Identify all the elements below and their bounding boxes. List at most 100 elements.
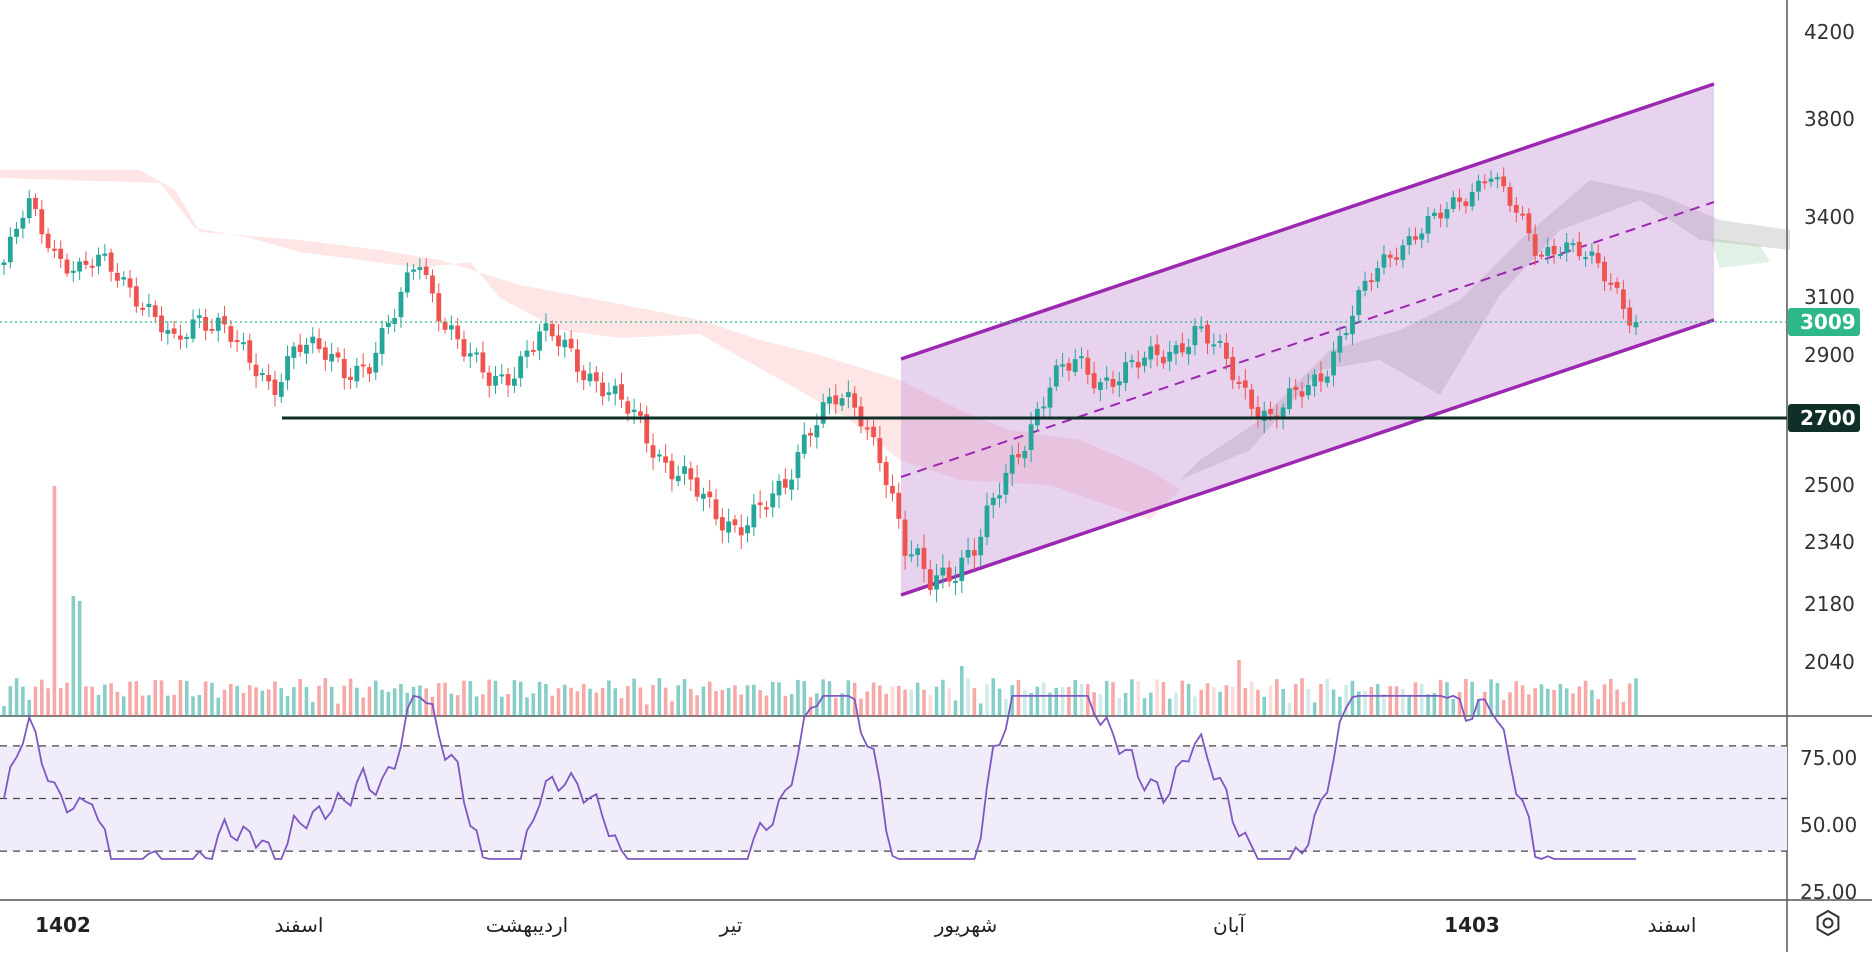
candle-body (858, 406, 864, 427)
volume-bar (619, 698, 624, 716)
candle-body (587, 373, 593, 382)
volume-bar (1590, 690, 1594, 716)
volume-bar (537, 681, 542, 716)
volume-bar (1445, 682, 1449, 716)
candle-body (1047, 387, 1053, 408)
volume-bar (153, 680, 158, 716)
candle-body (1041, 406, 1047, 409)
candle-body (304, 344, 309, 354)
candle-body (795, 452, 801, 478)
volume-bar (651, 685, 655, 716)
volume-bar (147, 695, 151, 716)
candle-body (430, 275, 435, 294)
volume-bar (329, 686, 334, 716)
volume-bar (1401, 688, 1405, 716)
candle-body (1255, 407, 1261, 420)
volume-bar (638, 687, 643, 716)
candle-body (1135, 361, 1141, 368)
volume-bar (770, 681, 775, 716)
candle-body (688, 468, 694, 480)
volume-bar (499, 696, 504, 716)
volume-bar (1230, 687, 1235, 716)
candle-body (159, 315, 164, 333)
level-tag-bg (1788, 404, 1860, 432)
candle-body (1532, 234, 1538, 256)
volume-bar (487, 679, 491, 716)
candle-body (1539, 254, 1544, 257)
candle-body (1520, 213, 1525, 216)
candle-body (745, 525, 750, 534)
volume-bar (1237, 660, 1241, 716)
volume-bar (254, 687, 258, 716)
candle-body (1438, 212, 1444, 219)
volume-bar (1243, 688, 1248, 716)
last-price-tag-bg (1788, 308, 1860, 336)
candle-body (990, 497, 996, 506)
volume-bar (1041, 682, 1046, 716)
candle-body (1362, 280, 1368, 291)
candle-body (833, 395, 839, 405)
candle-body (247, 340, 253, 363)
candle-body (455, 325, 461, 340)
settings-icon (1816, 909, 1840, 937)
candle-body (682, 466, 687, 474)
volume-bar (802, 681, 807, 716)
candle-body (1091, 373, 1097, 389)
candle-body (1570, 243, 1576, 246)
candle-body (606, 392, 612, 395)
candle-body (140, 307, 146, 310)
volume-bar (184, 680, 189, 716)
candle-body (241, 342, 246, 345)
volume-bar (1596, 699, 1600, 716)
volume-bar (1489, 679, 1493, 716)
volume-bar (512, 680, 517, 716)
volume-bar (1186, 683, 1191, 716)
candle-body (341, 358, 347, 379)
candle-body (1305, 384, 1311, 396)
volume-bar (1262, 696, 1267, 716)
volume-bar (21, 686, 25, 716)
volume-bar (1300, 678, 1304, 716)
candle-body (971, 550, 977, 556)
volume-bar (1174, 692, 1178, 716)
volume-bar (348, 678, 353, 716)
volume-bar (1331, 689, 1336, 716)
candle-body (96, 254, 101, 267)
volume-bar (1111, 682, 1115, 716)
candle-body (770, 493, 776, 508)
candle-body (423, 266, 429, 275)
candle-body (171, 328, 177, 334)
candle-body (461, 339, 467, 357)
candle-body (1066, 363, 1072, 371)
volume-bar (33, 686, 38, 716)
candle-body (316, 338, 322, 349)
candle-body (1312, 374, 1318, 387)
candle-body (1394, 257, 1399, 260)
volume-bar (1508, 692, 1512, 716)
candle-body (864, 427, 870, 430)
volume-bar (991, 678, 996, 716)
volume-bar (1104, 680, 1109, 716)
time-axis-label: اسفند (275, 913, 324, 937)
volume-bar (399, 683, 403, 716)
candle-body (14, 228, 20, 237)
volume-bar (978, 703, 983, 716)
candle-body (663, 456, 669, 463)
settings-button[interactable] (1808, 903, 1848, 943)
volume-bar (556, 688, 561, 716)
volume-bar (846, 680, 851, 716)
volume-bar (1470, 681, 1474, 716)
volume-bar (342, 685, 347, 716)
volume-bar (1627, 683, 1632, 716)
volume-bar (1520, 685, 1525, 716)
volume-bar (1413, 682, 1418, 716)
volume-bar (1369, 686, 1374, 716)
candle-body (524, 350, 530, 357)
candle-body (165, 330, 171, 334)
volume-bar (953, 700, 958, 716)
candle-body (480, 352, 486, 373)
volume-bar (210, 682, 214, 716)
volume-bar (689, 688, 693, 716)
